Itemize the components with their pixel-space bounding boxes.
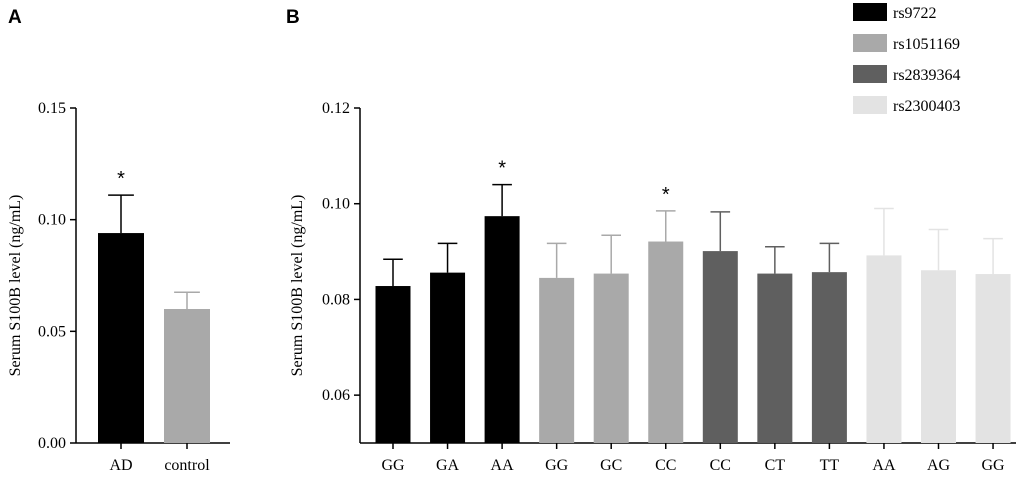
legend-swatch xyxy=(853,65,887,83)
legend-label: rs9722 xyxy=(893,5,937,22)
category-label: GA xyxy=(436,457,460,474)
bar xyxy=(975,274,1011,443)
y-tick-label: 0.00 xyxy=(38,435,66,452)
category-label: GG xyxy=(981,457,1005,474)
significance-star: * xyxy=(498,158,506,180)
category-label: AA xyxy=(491,457,515,474)
category-label: AG xyxy=(927,457,951,474)
category-label: GG xyxy=(545,457,569,474)
significance-star: * xyxy=(662,184,670,206)
bar xyxy=(98,233,144,443)
bar xyxy=(866,255,902,443)
legend-label: rs1051169 xyxy=(893,36,960,53)
category-label: CC xyxy=(710,457,731,474)
bar xyxy=(539,277,575,443)
bar xyxy=(484,216,520,443)
bar xyxy=(648,241,684,443)
category-label: TT xyxy=(820,457,840,474)
y-tick-label: 0.12 xyxy=(322,100,350,117)
legend-label: rs2839364 xyxy=(893,67,961,84)
bar xyxy=(811,272,847,443)
category-label: AA xyxy=(872,457,896,474)
y-axis-title: Serum S100B level (ng/mL) xyxy=(289,195,306,377)
panel-letter: B xyxy=(286,7,300,28)
category-label: GC xyxy=(600,457,622,474)
bar xyxy=(164,309,210,443)
legend-swatch xyxy=(853,3,887,21)
legend-swatch xyxy=(853,34,887,52)
category-label: GG xyxy=(381,457,405,474)
y-tick-label: 0.05 xyxy=(38,323,66,340)
bar xyxy=(921,270,956,443)
category-label: CC xyxy=(655,457,676,474)
category-label: AD xyxy=(109,457,132,474)
legend-swatch xyxy=(853,96,887,114)
bar xyxy=(375,286,411,443)
y-tick-label: 0.06 xyxy=(322,387,350,404)
panel-letter: A xyxy=(8,7,22,28)
bar xyxy=(702,251,738,443)
y-tick-label: 0.10 xyxy=(322,196,350,213)
category-label: control xyxy=(164,457,210,474)
category-label: CT xyxy=(765,457,786,474)
bar xyxy=(430,272,466,443)
legend-label: rs2300403 xyxy=(893,98,961,115)
y-axis-title: Serum S100B level (ng/mL) xyxy=(7,195,24,377)
significance-star: * xyxy=(117,168,125,190)
y-tick-label: 0.10 xyxy=(38,212,66,229)
y-tick-label: 0.15 xyxy=(38,100,66,117)
bar xyxy=(757,273,793,443)
y-tick-label: 0.08 xyxy=(322,291,350,308)
bar xyxy=(593,273,629,443)
